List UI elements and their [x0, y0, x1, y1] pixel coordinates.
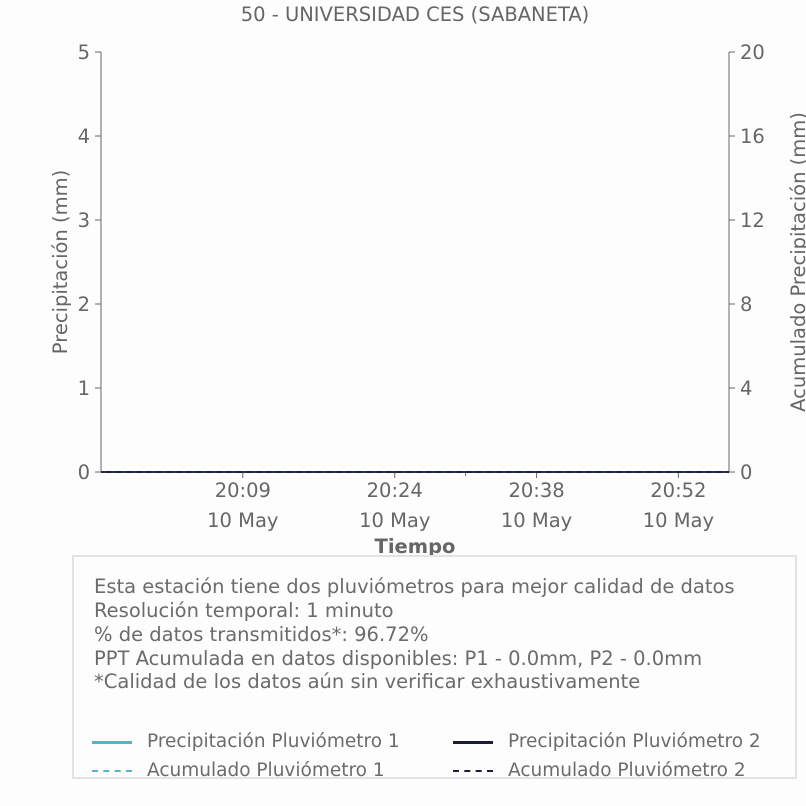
legend-swatch-dashed-icon: [92, 770, 132, 772]
legend-label: Acumulado Pluviómetro 2: [508, 760, 746, 781]
legend-swatch-solid-icon: [92, 741, 132, 744]
info-line-stations: Esta estación tiene dos pluviómetros par…: [94, 575, 735, 598]
legend-item-precip-p2: Precipitación Pluviómetro 2: [453, 731, 783, 753]
info-line-accumulated: PPT Acumulada en datos disponibles: P1 -…: [94, 647, 703, 670]
info-line-resolution: Resolución temporal: 1 minuto: [94, 599, 394, 622]
y-tick-label: 4: [78, 125, 90, 148]
legend-swatch-dashed-icon: [453, 770, 493, 772]
info-line-transmitted: % de datos transmitidos*: 96.72%: [94, 623, 429, 646]
legend-swatch-solid-icon: [453, 741, 493, 744]
x-axis: 20:09 10 May 20:24 10 May 20:38 10 May 20:52 10…: [101, 471, 729, 532]
y2-tick-label: 12: [740, 209, 765, 232]
y-tick-label: 1: [78, 377, 90, 400]
legend-item-accum-p1: Acumulado Pluviómetro 1: [92, 760, 422, 782]
y-axis-label: Precipitación (mm): [49, 170, 72, 354]
x-tick-label-date: 10 May: [207, 509, 278, 532]
y2-tick-label: 16: [740, 125, 765, 148]
y-tick-label: 2: [78, 293, 90, 316]
x-tick-label-date: 10 May: [643, 509, 714, 532]
info-box: Esta estación tiene dos pluviómetros par…: [72, 555, 797, 782]
x-axis-label: Tiempo: [375, 535, 456, 558]
x-tick-label-date: 10 May: [501, 509, 572, 532]
y2-tick-label: 4: [740, 377, 752, 400]
x-tick-label-time: 20:24: [367, 479, 423, 502]
info-line-quality-note: *Calidad de los datos aún sin verificar …: [94, 670, 641, 693]
y2-axis-label: Acumulado Precipitación (mm): [787, 112, 806, 412]
y2-tick-label: 20: [740, 41, 765, 64]
x-tick-label-time: 20:38: [508, 479, 564, 502]
x-tick-label-time: 20:52: [650, 479, 706, 502]
y-tick-label: 3: [78, 209, 90, 232]
legend-item-accum-p2: Acumulado Pluviómetro 2: [453, 760, 783, 782]
legend-label: Acumulado Pluviómetro 1: [147, 760, 385, 781]
x-tick-label-date: 10 May: [359, 509, 430, 532]
y-axis-left: 0 1 2 3 4 5: [78, 41, 102, 484]
y-axis-right: 0 4 8 12 16 20: [728, 41, 765, 484]
chart-title: 50 - UNIVERSIDAD CES (SABANETA): [241, 3, 590, 26]
y2-tick-label: 8: [740, 293, 752, 316]
legend-label: Precipitación Pluviómetro 2: [508, 731, 761, 752]
x-tick-label-time: 20:09: [215, 479, 271, 502]
y-tick-label: 5: [78, 41, 90, 64]
y2-tick-label: 0: [740, 461, 752, 484]
y-tick-label: 0: [78, 461, 90, 484]
legend-label: Precipitación Pluviómetro 1: [147, 731, 400, 752]
legend-item-precip-p1: Precipitación Pluviómetro 1: [92, 731, 422, 753]
